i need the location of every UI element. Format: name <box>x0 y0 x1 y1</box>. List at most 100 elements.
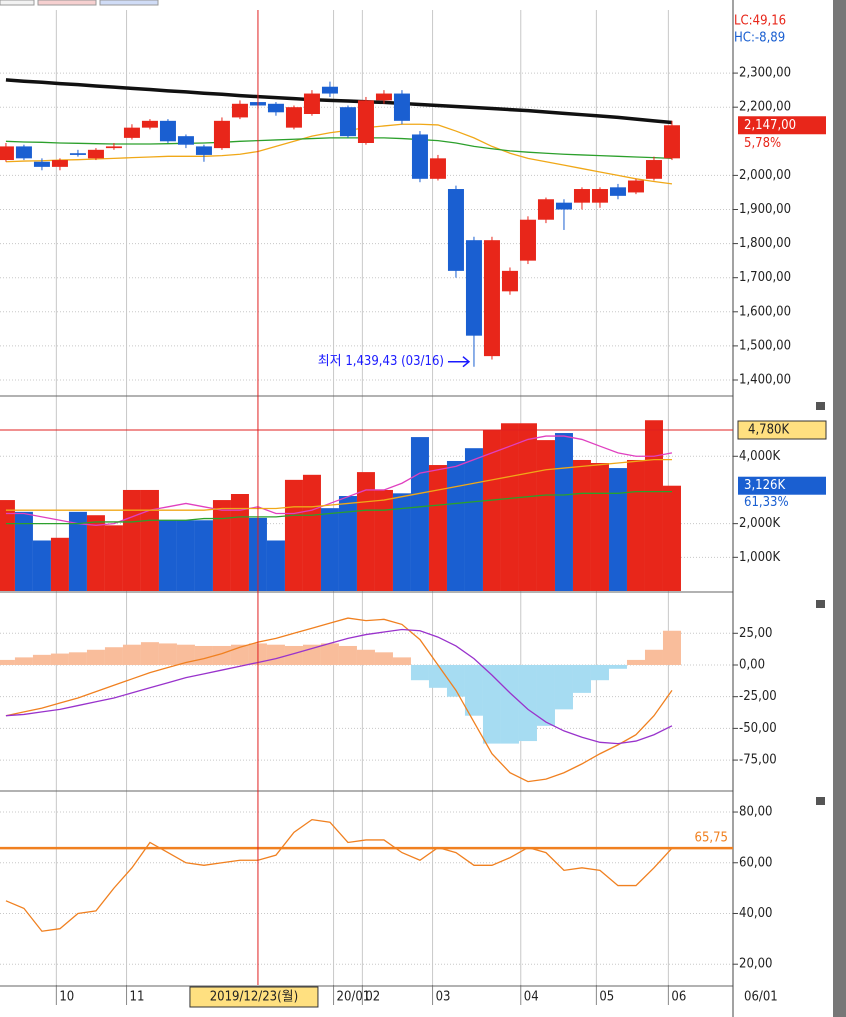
macd-histogram <box>302 644 321 665</box>
candle-body <box>483 240 500 357</box>
volume-bar <box>590 463 609 591</box>
x-tick-label: 04 <box>524 990 539 1005</box>
x-tick-label: 20/01 <box>337 990 371 1005</box>
macd-histogram <box>32 654 51 665</box>
lc-label: LC:49,16 <box>734 14 786 29</box>
volume-bar <box>194 520 213 591</box>
volume-bar <box>446 460 465 591</box>
crosshair-date: 2019/12/23(월) <box>210 990 299 1005</box>
volume-bar <box>626 459 645 591</box>
macd-histogram <box>212 645 231 665</box>
candle-body <box>141 120 158 128</box>
panel-button <box>816 797 825 805</box>
macd-histogram <box>140 642 159 665</box>
y-tick-label: 1,600,00 <box>739 304 791 319</box>
low-annotation: 최저 1,439,43 (03/16) <box>318 354 444 369</box>
volume-average <box>5 490 672 525</box>
volume-bar <box>482 430 501 591</box>
macd-histogram <box>104 647 123 665</box>
toolbar-button[interactable] <box>99 0 159 6</box>
candle-body <box>429 158 446 179</box>
macd-histogram <box>518 664 537 742</box>
toolbar-button[interactable] <box>0 0 35 6</box>
macd-histogram <box>554 664 573 710</box>
volume-bar <box>536 440 555 591</box>
last-volume-label: 3,126K <box>744 478 785 493</box>
rsi-line <box>5 818 673 932</box>
macd-histogram <box>194 645 213 665</box>
crosshair-value: 4,780K <box>748 423 789 438</box>
macd-histogram <box>608 664 627 669</box>
macd-line <box>5 628 673 745</box>
macd-histogram <box>86 649 105 665</box>
moving-average <box>5 137 673 159</box>
volume-bar <box>50 537 69 591</box>
volume-bar <box>32 540 51 591</box>
volume-bar <box>86 515 105 591</box>
candle-body <box>375 93 392 101</box>
candle-body <box>267 103 284 113</box>
candle-body <box>87 149 104 159</box>
volume-bar <box>176 520 195 591</box>
candle-body <box>213 120 230 149</box>
crosshair-date-box <box>189 986 319 1008</box>
macd-histogram <box>590 664 609 681</box>
candle-body <box>33 161 50 167</box>
macd-histogram <box>176 644 195 665</box>
y-tick-label: 1,900,00 <box>739 202 791 217</box>
volume-bar <box>518 423 537 591</box>
y-tick-label: 20,00 <box>739 957 772 972</box>
candle-body <box>51 160 68 167</box>
macd-histogram <box>230 644 249 665</box>
macd-histogram <box>464 664 483 716</box>
moving-average <box>5 123 673 185</box>
macd-histogram <box>572 664 591 693</box>
volume-bar <box>140 489 159 591</box>
candle-body <box>177 136 194 145</box>
volume-average <box>5 458 672 511</box>
candle-body <box>15 146 32 159</box>
candle-body <box>465 240 482 336</box>
x-tick-label: 11 <box>130 990 145 1005</box>
candle-body <box>645 160 662 179</box>
macd-histogram <box>356 649 375 665</box>
y-tick-label: 1,000K <box>739 550 780 565</box>
candle-body <box>105 146 122 149</box>
volume-bar <box>464 448 483 591</box>
candle-body <box>501 270 518 292</box>
volume-bar <box>68 511 87 591</box>
panel-button <box>816 402 825 410</box>
volume-bar <box>230 494 249 591</box>
scrollbar[interactable] <box>833 0 846 1017</box>
x-tick-label: 06 <box>671 990 686 1005</box>
toolbar-button[interactable] <box>37 0 97 6</box>
macd-histogram <box>644 649 663 665</box>
x-end-label: 06/01 <box>744 990 778 1005</box>
candle-body <box>69 153 86 155</box>
y-tick-label: 1,700,00 <box>739 270 791 285</box>
macd-histogram <box>320 643 339 665</box>
candle-body <box>321 86 338 94</box>
y-tick-label: -50,00 <box>739 721 777 736</box>
y-tick-label: 0,00 <box>739 657 765 672</box>
volume-bar <box>104 525 123 591</box>
macd-histogram <box>0 659 15 665</box>
hc-label: HC:-8,89 <box>734 31 785 46</box>
macd-histogram <box>482 664 501 744</box>
volume-bar <box>122 489 141 591</box>
volume-bar <box>428 465 447 591</box>
volume-ratio: 61,33% <box>744 495 789 510</box>
candle-body <box>303 93 320 115</box>
candle-body <box>627 180 644 193</box>
volume-bar <box>392 493 411 591</box>
y-tick-label: 80,00 <box>739 805 772 820</box>
x-tick-label: 03 <box>436 990 451 1005</box>
candle-body <box>339 107 356 137</box>
x-tick-label: 10 <box>59 990 74 1005</box>
macd-histogram <box>536 664 555 726</box>
last-price-label: 2,147,00 <box>744 118 796 133</box>
macd-histogram <box>392 657 411 665</box>
volume-bar <box>500 423 519 591</box>
y-tick-label: 25,00 <box>739 626 772 641</box>
candle-body <box>663 125 680 159</box>
